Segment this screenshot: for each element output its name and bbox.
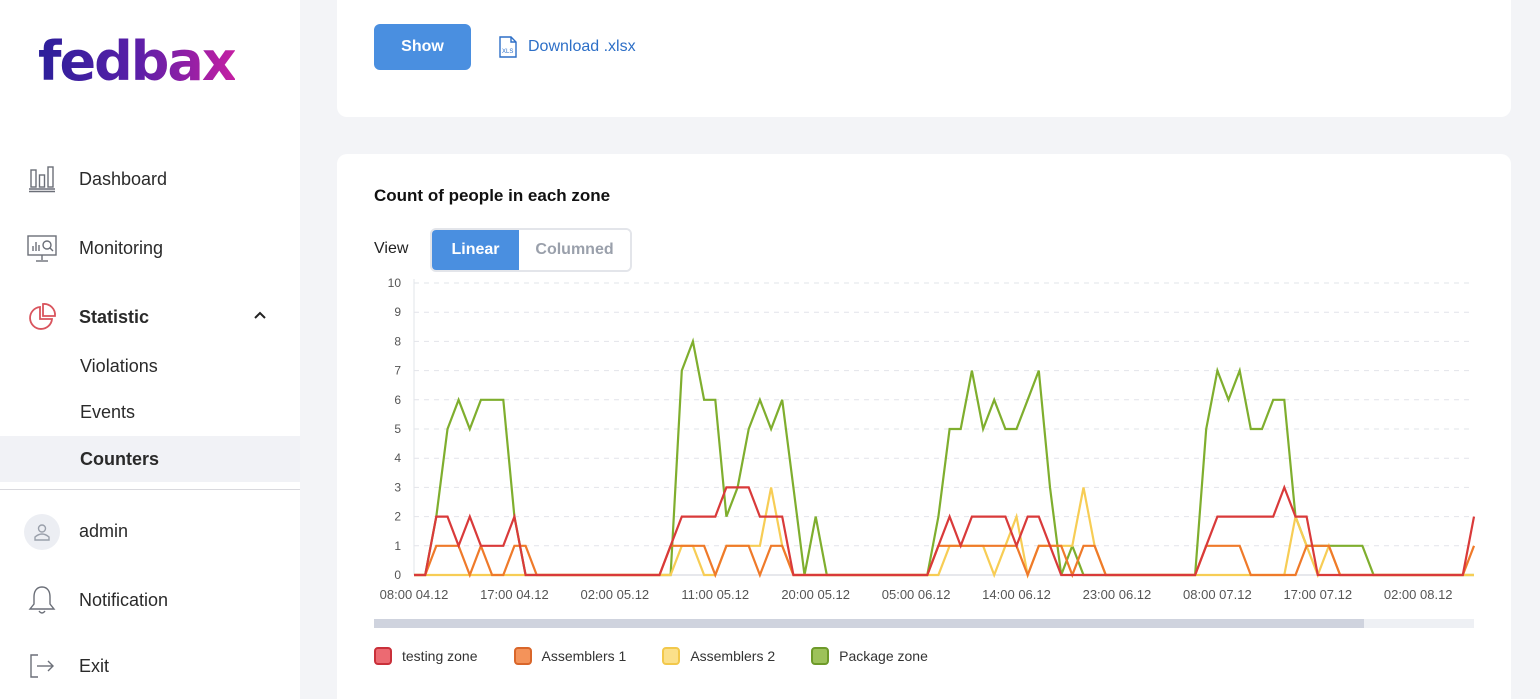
sidebar-item-notification[interactable]: Notification [0,577,300,623]
sidebar-item-label: Statistic [79,306,150,327]
x-tick-label: 02:00 05.12 [580,587,649,602]
sidebar-subitem-events[interactable]: Events [0,389,300,435]
sidebar-subitem-violations[interactable]: Violations [0,343,300,389]
legend-label: Assemblers 1 [541,648,627,664]
x-tick-label: 20:00 05.12 [781,587,850,602]
y-tick-label: 5 [394,422,401,436]
sidebar: fedbax Dashboard Monitoring [0,0,300,699]
legend-item[interactable]: Assemblers 1 [513,647,627,665]
view-toggle: Linear Columned [430,228,632,272]
y-tick-label: 3 [394,480,401,494]
legend-swatch [374,647,392,665]
brand-logo[interactable]: fedbax [38,30,237,93]
y-tick-label: 0 [394,568,401,582]
sidebar-item-label: Monitoring [79,237,164,258]
sidebar-item-exit[interactable]: Exit [0,643,300,689]
avatar[interactable] [24,514,60,550]
legend-label: testing zone [402,648,478,664]
sidebar-subitem-label: Counters [80,448,160,469]
sidebar-item-label: Exit [79,655,110,676]
sidebar-item-statistic[interactable]: Statistic [0,294,300,340]
show-button[interactable]: Show [374,24,471,70]
chart-legend: testing zone Assemblers 1 Assemblers 2 P… [374,647,964,665]
pie-chart-icon [26,301,58,333]
x-tick-label: 11:00 05.12 [681,587,749,602]
sidebar-subitem-counters[interactable]: Counters [0,436,300,482]
sidebar-item-label: Notification [79,589,169,610]
legend-item[interactable]: Assemblers 2 [662,647,775,665]
legend-swatch [811,647,830,665]
y-tick-label: 8 [394,334,401,348]
legend-label: Package zone [839,648,928,664]
chart-scrollbar-thumb[interactable] [374,619,1364,628]
y-tick-label: 4 [394,451,401,465]
chevron-up-icon[interactable] [252,307,268,328]
series-line-testing-zone [414,484,1476,577]
y-tick-label: 6 [394,393,401,407]
bell-icon [26,584,58,616]
dashboard-bar-chart-icon [26,163,58,195]
y-tick-label: 2 [394,510,401,524]
x-tick-label: 08:00 07.12 [1183,587,1252,602]
svg-text:XLS: XLS [502,49,513,55]
y-tick-label: 1 [394,539,401,553]
view-label: View [374,240,409,257]
legend-swatch [513,647,532,665]
sidebar-item-label: Dashboard [79,168,168,189]
download-label: Download .xlsx [528,38,636,55]
legend-swatch [662,647,681,665]
sidebar-item-user[interactable]: admin [0,508,300,554]
x-tick-label: 17:00 07.12 [1283,587,1352,602]
legend-item[interactable]: Package zone [811,647,928,665]
chart-title: Count of people in each zone [374,186,611,205]
x-tick-label: 08:00 04.12 [380,587,449,602]
view-option-linear[interactable]: Linear [432,230,519,270]
exit-icon [26,650,58,682]
legend-label: Assemblers 2 [690,648,776,664]
chart-card: Count of people in each zone View Linear… [337,154,1511,699]
sidebar-subitem-label: Violations [80,355,158,376]
user-name: admin [79,520,129,541]
x-tick-label: 23:00 06.12 [1083,587,1152,602]
y-tick-label: 9 [394,305,401,319]
y-tick-label: 10 [388,276,402,290]
x-tick-label: 14:00 06.12 [982,587,1051,602]
x-tick-label: 05:00 06.12 [882,587,951,602]
monitor-icon [26,232,58,264]
x-tick-label: 02:00 08.12 [1384,587,1453,602]
line-chart: 0 1 2 3 4 5 6 7 8 9 10 08:00 04.12 17:00 04.12 02:00 … [374,276,1476,628]
sidebar-item-dashboard[interactable]: Dashboard [0,156,300,202]
download-xlsx-link[interactable]: XLS Download .xlsx [498,35,636,59]
view-option-columned[interactable]: Columned [519,230,630,270]
x-tick-label: 17:00 04.12 [480,587,549,602]
sidebar-subitem-label: Events [80,401,136,422]
y-tick-label: 7 [394,364,401,378]
legend-item[interactable]: testing zone [374,647,478,665]
filter-card: Show XLS Download .xlsx [337,0,1511,117]
sidebar-item-monitoring[interactable]: Monitoring [0,225,300,271]
sidebar-divider [0,489,300,490]
xls-file-icon: XLS [499,36,517,58]
